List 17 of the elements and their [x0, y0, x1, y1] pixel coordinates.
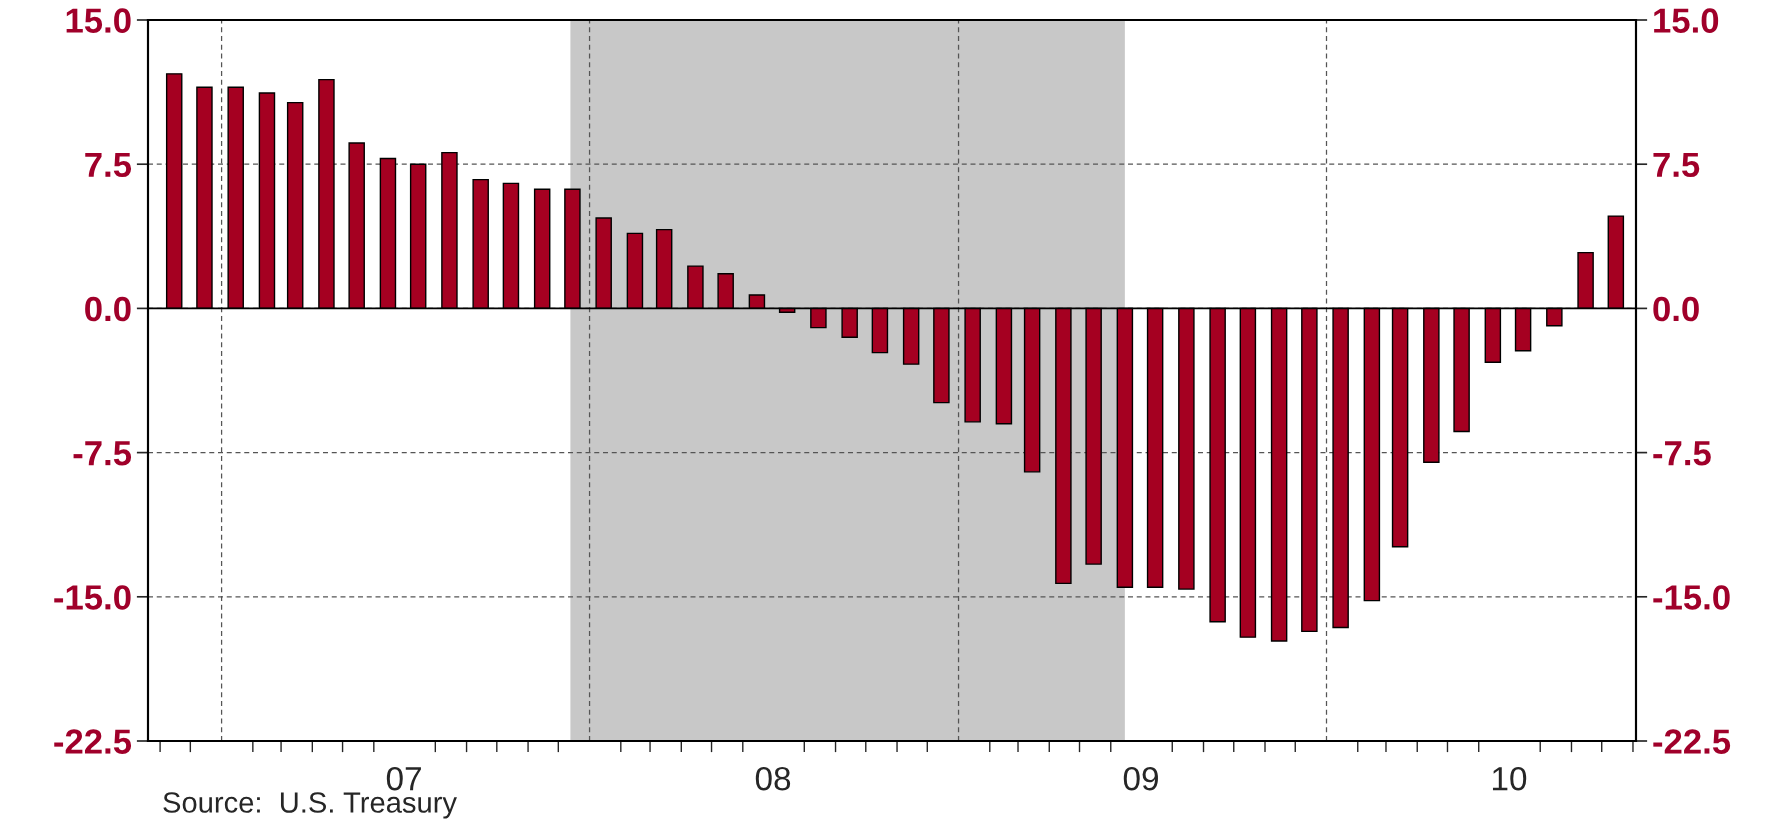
y2-tick-label: 0.0 — [1653, 296, 1699, 322]
y2-tick-label: -15.0 — [1653, 585, 1730, 610]
y2-tick-label: 7.5 — [1653, 152, 1700, 178]
y-tick-label: 0.0 — [85, 296, 131, 322]
x-tick-label: 10 — [1492, 766, 1527, 791]
y2-tick-label: -7.5 — [1653, 441, 1711, 466]
x-tick-label: 07 — [386, 766, 421, 791]
y-tick-label: 15.0 — [66, 8, 131, 33]
source-note: Source: U.S. Treasury — [163, 792, 457, 819]
x-tick-label: 09 — [1123, 766, 1158, 791]
y2-tick-label: -22.5 — [1653, 729, 1731, 754]
y-tick-label: -15.0 — [54, 585, 131, 610]
y2-tick-label: 15.0 — [1654, 8, 1719, 33]
y-tick-label: -22.5 — [54, 729, 132, 754]
y-tick-label: -7.5 — [73, 441, 132, 466]
y-tick-label: 7.5 — [85, 152, 132, 178]
x-tick-label: 08 — [755, 766, 791, 791]
